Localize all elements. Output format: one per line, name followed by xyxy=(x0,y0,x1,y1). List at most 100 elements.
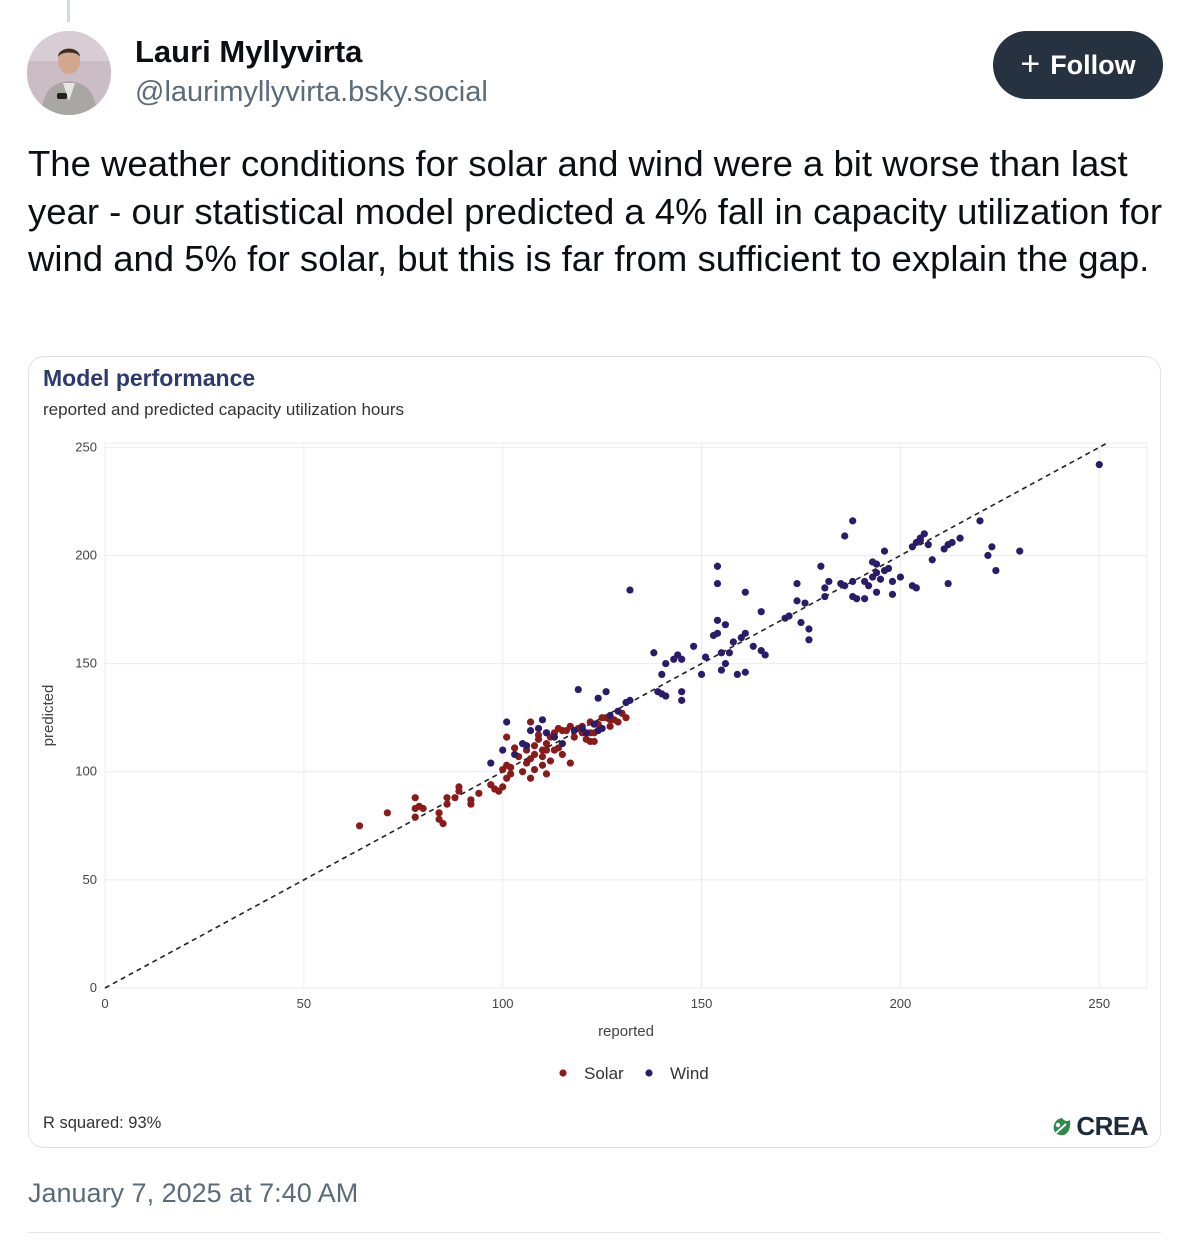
wind-point xyxy=(662,692,670,700)
solar-point xyxy=(534,731,543,739)
wind-point xyxy=(590,720,598,728)
wind-point xyxy=(650,649,658,657)
wind-point xyxy=(717,666,726,674)
solar-point xyxy=(530,742,539,750)
wind-point xyxy=(896,573,905,581)
wind-point xyxy=(598,724,606,733)
follow-button[interactable]: + Follow xyxy=(993,31,1163,99)
x-tick-label: 100 xyxy=(492,996,514,1011)
wind-point xyxy=(570,727,578,735)
wind-point xyxy=(538,716,547,724)
author-handle[interactable]: @laurimyllyvirta.bsky.social xyxy=(135,76,488,108)
wind-point xyxy=(988,543,996,551)
solar-point xyxy=(518,768,527,776)
solar-point xyxy=(542,740,551,748)
crea-leaf-icon xyxy=(1054,1117,1071,1135)
wind-point xyxy=(849,517,857,525)
wind-point xyxy=(558,740,566,748)
wind-point xyxy=(741,668,749,676)
wind-point xyxy=(534,724,543,733)
solar-point xyxy=(542,746,551,754)
post-timestamp[interactable]: January 7, 2025 at 7:40 AM xyxy=(28,1178,359,1208)
solar-point xyxy=(570,733,578,741)
wind-point xyxy=(678,688,686,696)
wind-point xyxy=(757,608,765,616)
y-tick-label: 50 xyxy=(83,872,97,887)
avatar[interactable] xyxy=(27,31,111,115)
wind-point xyxy=(876,575,885,583)
wind-point xyxy=(1016,547,1024,555)
wind-point xyxy=(701,653,710,661)
solar-point xyxy=(546,757,555,765)
solar-point xyxy=(499,783,507,791)
solar-point xyxy=(419,804,427,813)
solar-point xyxy=(526,718,535,726)
wind-point xyxy=(992,566,1000,575)
wind-point xyxy=(884,564,893,573)
chart-subtitle: reported and predicted capacity utilizat… xyxy=(43,400,404,419)
wind-point xyxy=(817,562,825,570)
solar-point xyxy=(507,763,515,772)
wind-point xyxy=(626,696,634,704)
wind-point xyxy=(821,584,829,592)
x-tick-label: 250 xyxy=(1088,996,1110,1011)
wind-point xyxy=(713,579,722,588)
wind-point xyxy=(793,579,801,588)
x-tick-label: 50 xyxy=(297,996,311,1011)
wind-point xyxy=(1095,461,1103,469)
solar-point xyxy=(507,770,515,778)
plus-icon: + xyxy=(1020,44,1041,83)
wind-point xyxy=(713,616,722,624)
solar-point xyxy=(622,714,630,722)
wind-point xyxy=(920,530,928,538)
wind-point xyxy=(697,670,706,679)
solar-point xyxy=(538,752,547,761)
wind-point xyxy=(503,718,511,726)
y-tick-label: 100 xyxy=(75,764,97,779)
solar-point xyxy=(467,800,475,808)
wind-point xyxy=(499,746,507,754)
solar-point xyxy=(411,813,419,821)
wind-point xyxy=(526,727,535,735)
wind-point xyxy=(984,551,992,560)
wind-point xyxy=(522,742,531,750)
wind-point xyxy=(574,685,582,694)
wind-point xyxy=(713,562,722,570)
y-tick-label: 200 xyxy=(75,547,97,562)
x-axis-label: reported xyxy=(598,1023,654,1040)
solar-point xyxy=(455,783,463,791)
y-axis-label: predicted xyxy=(40,685,57,747)
wind-point xyxy=(928,556,936,564)
y-tick-label: 250 xyxy=(75,439,97,454)
wind-point xyxy=(872,560,881,568)
solar-point xyxy=(526,774,535,782)
solar-legend-marker xyxy=(559,1069,567,1077)
solar-point xyxy=(451,794,459,802)
wind-point xyxy=(912,584,920,592)
wind-point xyxy=(662,659,670,668)
wind-point xyxy=(805,636,813,644)
solar-point xyxy=(443,800,451,808)
wind-point xyxy=(542,729,551,737)
wind-legend-label: Wind xyxy=(670,1064,709,1083)
wind-point xyxy=(924,541,932,549)
solar-point xyxy=(590,737,598,746)
wind-point xyxy=(678,696,686,704)
wind-point xyxy=(487,759,495,767)
wind-point xyxy=(741,629,749,637)
solar-point xyxy=(542,770,551,778)
solar-point xyxy=(614,718,622,726)
solar-legend-label: Solar xyxy=(584,1064,624,1083)
y-tick-label: 0 xyxy=(90,980,97,995)
wind-point xyxy=(678,655,686,663)
wind-point xyxy=(725,649,734,657)
thread-connector-line xyxy=(67,0,70,22)
solar-point xyxy=(530,750,539,759)
wind-point xyxy=(626,586,634,594)
wind-point xyxy=(733,670,741,679)
wind-point xyxy=(797,618,805,627)
wind-point xyxy=(713,629,722,637)
chart-image-card[interactable]: Model performance reported and predicted… xyxy=(28,356,1161,1148)
author-display-name[interactable]: Lauri Myllyvirta xyxy=(135,34,363,69)
solar-point xyxy=(530,765,539,774)
